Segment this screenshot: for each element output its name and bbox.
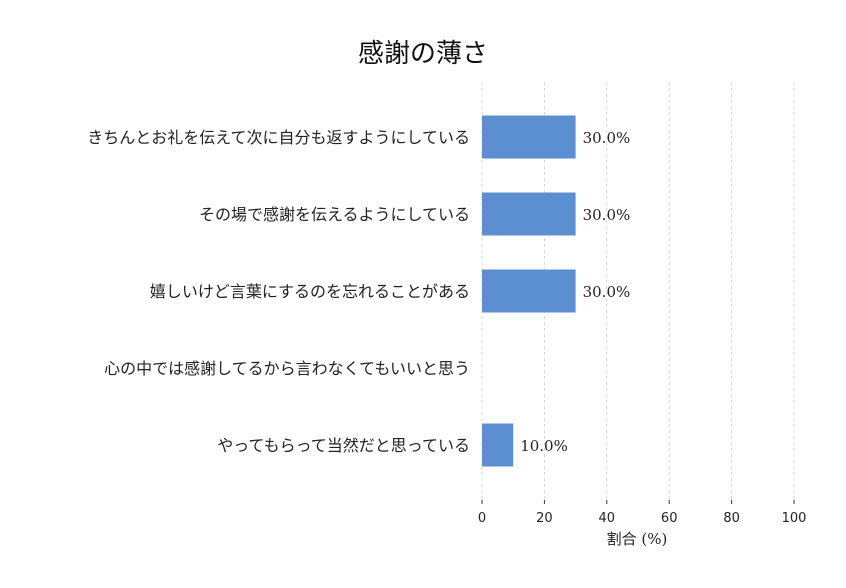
x-tick-label: 40 (599, 511, 616, 526)
bar-4 (482, 423, 514, 467)
value-label: 10.0% (520, 437, 568, 455)
x-axis-label: 割合 (%) (607, 530, 668, 548)
x-tick-label: 100 (782, 511, 807, 526)
value-label: 30.0% (583, 129, 631, 147)
category-label: やってもらって当然だと思っている (217, 436, 470, 455)
value-labels: 30.0% 30.0% 30.0% 10.0% (520, 129, 630, 455)
x-tick-label: 60 (661, 511, 678, 526)
category-label: 心の中では感謝してるから言わなくてもいいと思う (104, 359, 470, 378)
x-tick-label: 20 (536, 511, 553, 526)
bar-1 (482, 192, 576, 236)
category-label: きちんとお礼を伝えて次に自分も返すようにしている (87, 128, 470, 147)
bars (482, 115, 576, 467)
category-label: その場で感謝を伝えるようにしている (199, 205, 470, 224)
bar-2 (482, 269, 576, 313)
bar-0 (482, 115, 576, 159)
chart-title: 感謝の薄さ (358, 39, 488, 69)
value-label: 30.0% (583, 206, 631, 224)
x-tick-label: 80 (723, 511, 740, 526)
category-labels: きちんとお礼を伝えて次に自分も返すようにしているその場で感謝を伝えるようにしてい… (87, 128, 470, 455)
category-label: 嬉しいけど言葉にするのを忘れることがある (150, 282, 470, 301)
x-axis-ticks: 0 20 40 60 80 100 (478, 500, 807, 526)
value-label: 30.0% (583, 283, 631, 301)
x-tick-label: 0 (478, 511, 486, 526)
